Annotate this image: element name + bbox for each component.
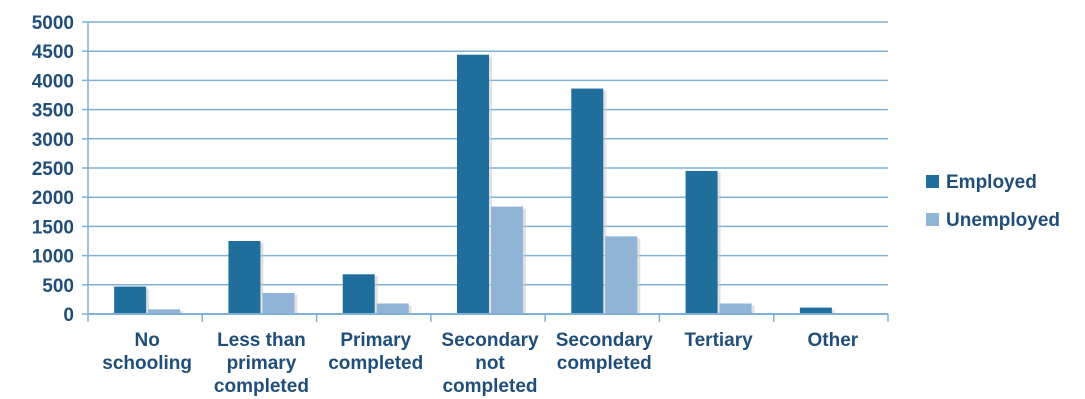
x-category-label-line: primary [227,353,297,374]
y-tick-label: 1000 [32,247,74,268]
x-category-label-line: not [475,353,505,374]
bar-unemployed-4 [605,236,638,314]
x-category-label-line: Tertiary [684,330,753,351]
bar-unemployed-2 [376,303,409,314]
x-category-label-line: completed [442,376,537,397]
x-category-label-line: Other [808,330,859,351]
y-tick-label: 2500 [32,159,74,180]
x-category-label-line: Secondary [441,330,539,351]
y-tick-label: 3000 [32,130,74,151]
x-category-label-line: No [134,330,159,351]
x-category-label-line: Secondary [556,330,654,351]
bar-employed-6 [799,307,832,314]
x-category-label-line: completed [214,376,309,397]
legend-label-unemployed: Unemployed [946,210,1060,231]
x-category-label: Other [808,330,859,351]
legend-label-employed: Employed [946,172,1037,193]
bar-employed-1 [228,241,261,314]
x-category-label-line: Primary [340,330,411,351]
bar-employed-4 [571,88,604,315]
y-tick-label: 500 [42,276,74,297]
x-category-label: No schooling [102,330,192,374]
bar-employed-3 [457,54,489,314]
x-category-label: Less than primary completed [214,330,309,397]
bar-employed-5 [685,170,718,314]
bar-unemployed-3 [491,206,523,314]
x-category-label-line: schooling [102,353,192,374]
legend-swatch-employed [926,175,939,188]
bar-employed-2 [342,274,375,314]
x-category-label: Secondary not completed [441,330,539,397]
bar-unemployed-5 [719,303,752,314]
x-category-label: Secondary completed [556,330,654,374]
x-category-label: Tertiary [684,330,753,351]
y-axis-tick-labels: 0 500 1000 1500 2000 2500 3000 3500 4000 4500 5000 [32,13,74,326]
y-tick-label: 4500 [32,42,74,63]
x-axis [87,313,889,322]
x-category-label-line: completed [328,353,423,374]
y-tick-label: 1500 [32,217,74,238]
legend: Employed Unemployed [926,172,1060,231]
y-tick-label: 4000 [32,71,74,92]
x-category-label-line: completed [557,353,652,374]
legend-swatch-unemployed [926,213,939,226]
bar-employed-0 [114,286,147,314]
x-category-label: Primary completed [328,330,423,374]
bars [114,54,866,315]
y-tick-label: 0 [63,305,74,326]
y-tick-label: 3500 [32,101,74,122]
x-category-label-line: Less than [217,330,306,351]
y-tick-label: 5000 [32,13,74,34]
bar-unemployed-1 [262,292,295,314]
bar-unemployed-0 [148,309,181,314]
y-tick-label: 2000 [32,188,74,209]
